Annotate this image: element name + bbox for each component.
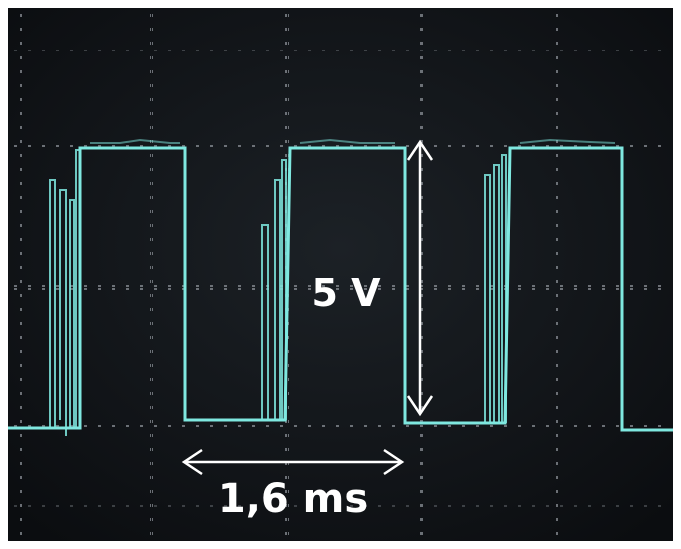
oscilloscope-photo: 5 V 1,6 ms bbox=[0, 0, 681, 549]
period-label: 1,6 ms bbox=[218, 476, 368, 522]
amplitude-label: 5 V bbox=[311, 271, 381, 315]
page: 5 V 1,6 ms (() => { const data = JSON.pa… bbox=[0, 0, 681, 549]
